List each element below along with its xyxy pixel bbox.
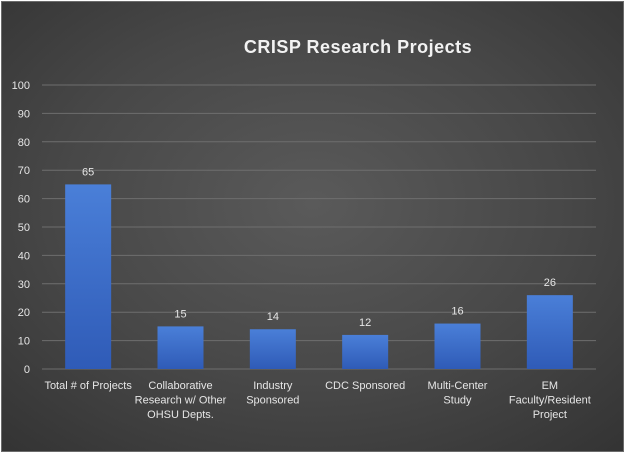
category-label: EM Faculty/Resident Project <box>509 380 591 421</box>
x-axis: Total # of Projects Collaborative Research… <box>44 380 590 421</box>
y-tick-label: 50 <box>18 222 30 234</box>
data-label: 65 <box>82 166 94 178</box>
data-label: 14 <box>267 311 279 323</box>
bar <box>65 184 112 369</box>
bar <box>249 329 296 369</box>
data-labels: 65 15 14 12 16 26 <box>82 166 556 329</box>
y-tick-label: 0 <box>24 364 30 376</box>
data-label: 12 <box>359 317 371 329</box>
bar <box>526 295 573 369</box>
y-tick-label: 70 <box>18 165 30 177</box>
bar <box>342 334 389 369</box>
category-label: CDC Sponsored <box>325 380 405 392</box>
y-tick-label: 40 <box>18 250 30 262</box>
category-label: Industry Sponsored <box>246 380 299 407</box>
y-tick-label: 60 <box>18 194 30 206</box>
bars <box>65 184 573 369</box>
y-tick-label: 10 <box>18 336 30 348</box>
data-label: 16 <box>451 306 463 318</box>
y-tick-label: 30 <box>18 279 30 291</box>
bar <box>434 323 481 369</box>
bar <box>157 326 204 369</box>
gridlines <box>42 84 596 370</box>
category-label: Multi-Center Study <box>428 380 488 407</box>
y-tick-label: 20 <box>18 307 30 319</box>
data-label: 15 <box>174 308 186 320</box>
data-label: 26 <box>544 277 556 289</box>
y-tick-label: 80 <box>18 137 30 149</box>
y-tick-label: 100 <box>12 80 30 92</box>
category-label: Total # of Projects <box>44 380 132 392</box>
y-axis: 0 10 20 30 40 50 60 70 80 90 100 <box>12 80 30 376</box>
y-tick-label: 90 <box>18 108 30 120</box>
category-label: Collaborative Research w/ Other OHSU Depts… <box>135 380 227 421</box>
chart-title: CRISP Research Projects <box>244 37 472 57</box>
